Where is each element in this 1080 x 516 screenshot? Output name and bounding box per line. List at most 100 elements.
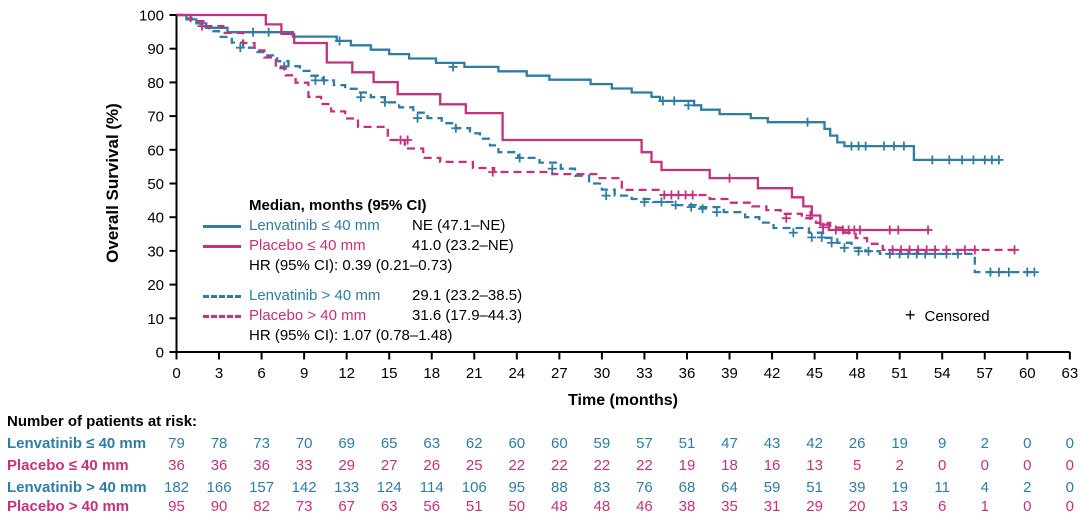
risk-count: 42 bbox=[806, 435, 823, 452]
legend-title: Median, months (95% CI) bbox=[249, 197, 427, 214]
risk-count: 47 bbox=[721, 435, 738, 452]
risk-row-label: Lenvatinib ≤ 40 mm bbox=[7, 435, 147, 452]
risk-count: 63 bbox=[380, 498, 398, 515]
risk-count: 26 bbox=[848, 435, 866, 452]
y-tick-label: 30 bbox=[147, 243, 164, 260]
risk-count: 69 bbox=[338, 435, 355, 452]
x-tick-label: 51 bbox=[891, 365, 908, 382]
x-axis-title: Time (months) bbox=[568, 392, 678, 409]
y-tick-label: 10 bbox=[147, 311, 164, 328]
risk-row-label: Lenvatinib > 40 mm bbox=[7, 479, 147, 496]
y-tick-label: 90 bbox=[147, 41, 164, 58]
x-tick-label: 36 bbox=[679, 365, 696, 382]
legend-median-value: NE (47.1–NE) bbox=[412, 217, 506, 234]
risk-count: 76 bbox=[636, 479, 653, 496]
risk-count: 13 bbox=[891, 498, 909, 515]
risk-count: 133 bbox=[334, 479, 360, 496]
risk-count: 31 bbox=[763, 498, 781, 515]
risk-count: 19 bbox=[678, 457, 696, 474]
risk-count: 50 bbox=[508, 498, 526, 515]
y-tick-label: 20 bbox=[147, 277, 164, 294]
plot-svg: 0 3 6 9 12 15 18 21 24 27 30 33 36 39 42 45 48 51 54 57 60 63… bbox=[139, 8, 1078, 383]
x-tick-label: 33 bbox=[636, 365, 653, 382]
risk-count: 63 bbox=[423, 435, 441, 452]
risk-count: 83 bbox=[593, 479, 611, 496]
x-tick-label: 39 bbox=[721, 365, 738, 382]
y-tick-label: 40 bbox=[147, 210, 164, 227]
risk-count: 4 bbox=[980, 479, 989, 496]
x-tick-label: 60 bbox=[1019, 365, 1036, 382]
risk-count: 106 bbox=[461, 479, 487, 496]
risk-count: 70 bbox=[295, 435, 313, 452]
risk-count: 65 bbox=[380, 435, 398, 452]
risk-count: 22 bbox=[636, 457, 653, 474]
risk-count: 11 bbox=[934, 479, 950, 496]
risk-count: 90 bbox=[210, 498, 228, 515]
y-tick-label: 0 bbox=[156, 345, 164, 362]
risk-count: 78 bbox=[210, 435, 228, 452]
risk-count: 19 bbox=[891, 435, 909, 452]
risk-count: 157 bbox=[249, 479, 275, 496]
risk-count: 95 bbox=[508, 479, 526, 496]
risk-count: 67 bbox=[338, 498, 355, 515]
legend-hr-annotation: HR (95% CI): 0.39 (0.21–0.73) bbox=[249, 257, 453, 274]
x-tick-label: 6 bbox=[257, 365, 265, 382]
risk-count: 62 bbox=[465, 435, 483, 452]
risk-count: 82 bbox=[253, 498, 270, 515]
legend-swatch bbox=[203, 314, 241, 318]
risk-count: 18 bbox=[721, 457, 738, 474]
censored-note: + Censored bbox=[905, 305, 990, 326]
risk-count: 0 bbox=[1023, 457, 1032, 474]
risk-count: 73 bbox=[253, 435, 270, 452]
legend-series-label: Lenvatinib > 40 mm bbox=[249, 287, 381, 304]
risk-count: 36 bbox=[210, 457, 228, 474]
risk-count: 73 bbox=[295, 498, 313, 515]
risk-count: 27 bbox=[380, 457, 398, 474]
risk-count: 22 bbox=[593, 457, 611, 474]
x-tick-label: 24 bbox=[508, 365, 525, 382]
y-tick-label: 60 bbox=[147, 142, 164, 159]
risk-count: 0 bbox=[1065, 479, 1074, 496]
risk-count: 114 bbox=[419, 479, 444, 496]
risk-count: 0 bbox=[1065, 498, 1074, 515]
km-curve bbox=[176, 13, 999, 162]
x-tick-label: 18 bbox=[423, 365, 440, 382]
x-tick-label: 30 bbox=[594, 365, 611, 382]
risk-count: 51 bbox=[465, 498, 483, 515]
legend: Median, months (95% CI) Lenvatinib ≤ 40 m… bbox=[203, 196, 522, 346]
risk-count: 26 bbox=[423, 457, 441, 474]
legend-series-label: Lenvatinib ≤ 40 mm bbox=[249, 217, 380, 234]
risk-count: 124 bbox=[376, 479, 402, 496]
risk-count: 38 bbox=[678, 498, 696, 515]
risk-count: 95 bbox=[168, 498, 185, 515]
risk-count: 6 bbox=[938, 498, 947, 515]
risk-count: 0 bbox=[1023, 498, 1032, 515]
x-tick-label: 21 bbox=[466, 365, 483, 382]
legend-median-value: 31.6 (17.9–44.3) bbox=[412, 307, 523, 324]
risk-count: 142 bbox=[291, 479, 317, 496]
risk-count: 79 bbox=[168, 435, 185, 452]
x-tick-label: 63 bbox=[1061, 365, 1078, 382]
risk-count: 2 bbox=[895, 457, 904, 474]
risk-count: 2 bbox=[980, 435, 989, 452]
risk-count: 39 bbox=[848, 479, 866, 496]
risk-count: 59 bbox=[593, 435, 611, 452]
x-tick-label: 45 bbox=[806, 365, 823, 382]
risk-count: 19 bbox=[891, 479, 909, 496]
y-tick-label: 70 bbox=[147, 109, 164, 126]
risk-count: 20 bbox=[848, 498, 866, 515]
risk-count: 43 bbox=[763, 435, 781, 452]
risk-count: 0 bbox=[1023, 435, 1032, 452]
km-curve bbox=[176, 13, 930, 232]
risk-count: 22 bbox=[551, 457, 568, 474]
risk-count: 25 bbox=[465, 457, 483, 474]
risk-table-title: Number of patients at risk: bbox=[7, 413, 198, 430]
risk-count: 29 bbox=[338, 457, 355, 474]
risk-count: 13 bbox=[806, 457, 823, 474]
risk-count: 16 bbox=[763, 457, 781, 474]
censor-plus-icon: + bbox=[905, 305, 916, 325]
risk-count: 2 bbox=[1023, 479, 1032, 496]
risk-count: 51 bbox=[678, 435, 696, 452]
x-tick-label: 54 bbox=[934, 365, 951, 382]
legend-hr-annotation: HR (95% CI): 1.07 (0.78–1.48) bbox=[249, 327, 453, 344]
